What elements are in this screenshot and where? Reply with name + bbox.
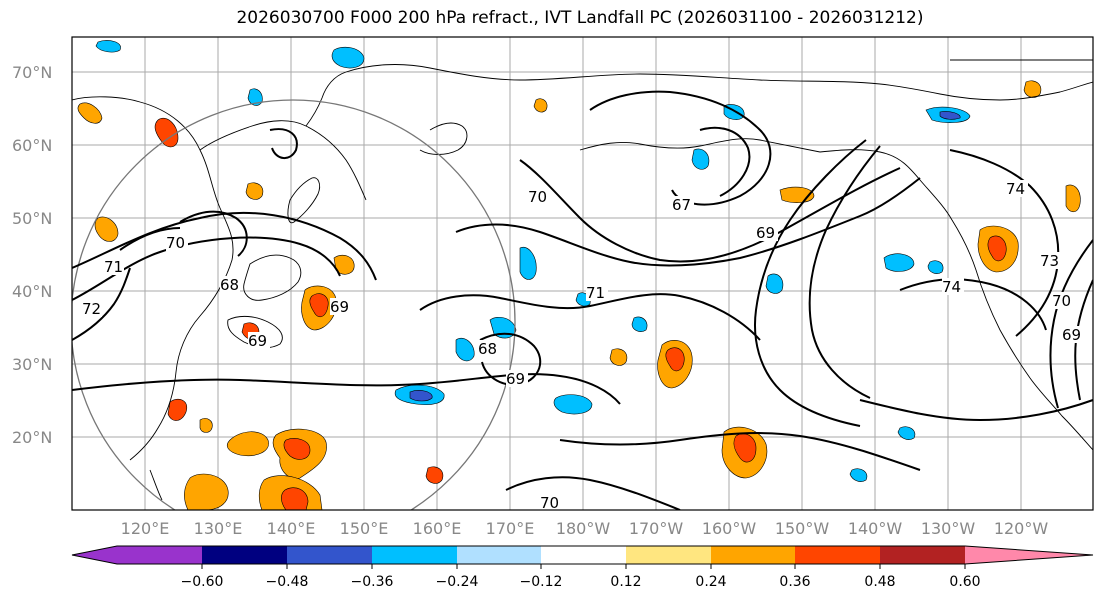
colorbar-tick-label: 0.24 [695,574,726,590]
lon-label: 180°W [556,519,611,538]
colorbar-tick-label: −0.12 [520,574,563,590]
latitude-labels: 70°N 60°N 50°N 40°N 30°N 20°N [12,63,52,447]
colorbar-tick-label: 0.36 [779,574,810,590]
lon-label: 130°E [194,519,243,538]
contour-label: 70 [540,494,559,512]
colorbar-swatch [202,546,287,564]
contour-label: 69 [248,332,267,350]
colorbar-tick-label: 0.12 [610,574,641,590]
lat-label: 40°N [12,282,52,301]
contour-label: 68 [220,276,239,294]
colorbar-outline [71,545,1094,565]
lon-label: 150°E [340,519,389,538]
contour-label: 73 [1040,252,1059,270]
lon-label: 170°E [486,519,535,538]
colorbar-swatch [541,546,626,564]
colorbar-tick-label: −0.48 [266,574,309,590]
colorbar-tick-label: 0.60 [949,574,980,590]
lon-label: 170°W [629,519,684,538]
lon-label: 140°W [848,519,903,538]
lat-label: 50°N [12,209,52,228]
colorbar-swatch [880,546,965,564]
colorbar-tick-label: −0.36 [351,574,394,590]
colorbar-swatch [711,546,795,564]
contour-label: 69 [1062,326,1081,344]
reference-circle [72,99,516,510]
contour-label: 70 [166,234,185,252]
lon-label: 120°E [121,519,170,538]
longitude-labels: 120°E 130°E 140°E 150°E 160°E 170°E 180°… [121,519,1049,538]
contour-label: 69 [756,224,775,242]
colorbar-swatch [117,546,202,564]
lat-label: 20°N [12,428,52,447]
negative-anomaly-fills [95,40,971,482]
contour-lines [72,90,1093,510]
contour-label: 69 [506,370,525,388]
contour-label: 67 [672,196,691,214]
contour-label: 74 [1006,180,1025,198]
map-title: 2026030700 F000 200 hPa refract., IVT La… [236,8,924,28]
contour-label: 72 [82,300,101,318]
contour-label: 68 [478,340,497,358]
lon-label: 160°W [702,519,757,538]
contour-label: 70 [528,188,547,206]
lat-label: 60°N [12,136,52,155]
contour-labels: 70 71 72 68 69 69 68 69 71 70 67 69 74 [82,180,1084,512]
colorbar-extend-left [72,546,117,564]
colorbar-swatch [795,546,880,564]
lon-label: 140°E [267,519,316,538]
contour-label: 70 [1052,292,1071,310]
colorbar-swatch [287,546,372,564]
colorbar-extend-right [965,546,1093,564]
contour-label: 74 [942,278,961,296]
positive-anomaly-fills [77,80,1081,510]
colorbar-tick-label: −0.24 [436,574,479,590]
contour-label: 69 [330,298,349,316]
contour-label: 71 [586,284,605,302]
lon-label: 150°W [775,519,830,538]
lat-label: 30°N [12,355,52,374]
lon-label: 130°W [921,519,976,538]
map-border [71,36,1094,511]
colorbar: −0.60 −0.48 −0.36 −0.24 −0.12 0.12 0.24 … [71,545,1094,590]
colorbar-tick-label: −0.60 [181,574,224,590]
colorbar-tick-label: 0.48 [864,574,895,590]
lon-label: 160°E [413,519,462,538]
colorbar-swatch [372,546,457,564]
contour-label: 71 [104,258,123,276]
colorbar-swatch [457,546,541,564]
lat-label: 70°N [12,63,52,82]
colorbar-ticks [201,564,966,569]
coastlines [72,59,1093,501]
colorbar-swatch [626,546,711,564]
lon-label: 120°W [994,519,1049,538]
